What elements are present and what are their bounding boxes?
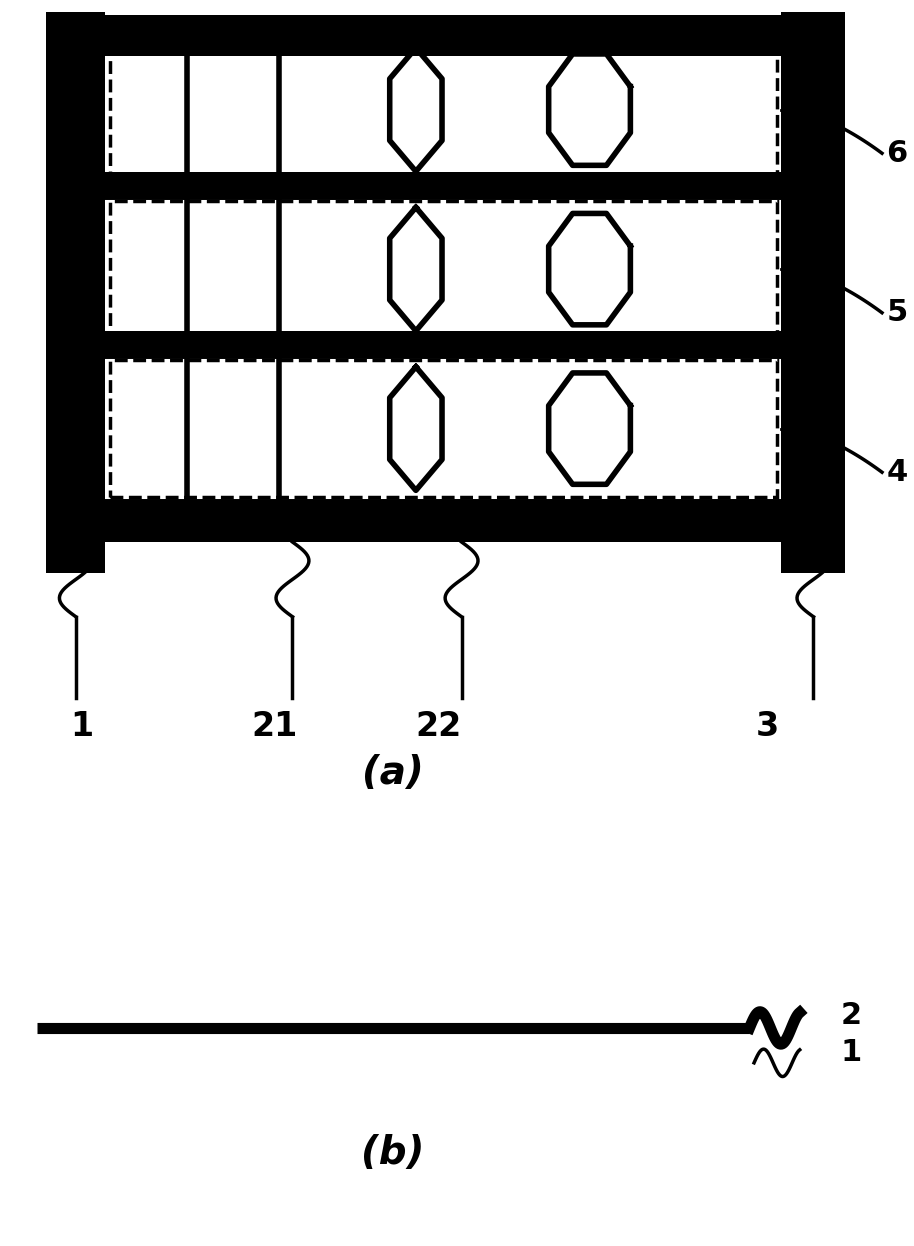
Text: 6: 6 [887,138,908,168]
Text: 5: 5 [887,298,908,328]
Bar [110,201,777,338]
Bar [110,360,777,497]
Bar [781,12,845,573]
Bar [110,41,777,178]
Text: 21: 21 [251,710,297,743]
Text: 2: 2 [841,1001,862,1030]
Bar [105,355,781,502]
Text: 22: 22 [416,710,462,743]
Text: 1: 1 [841,1038,862,1068]
Text: (b): (b) [361,1134,425,1171]
Bar [46,501,845,542]
Text: 4: 4 [887,457,908,487]
Bar [105,331,781,354]
Bar [105,172,781,194]
Bar [105,196,781,343]
Bar [105,36,781,183]
Bar [46,12,105,573]
Text: (a): (a) [362,754,424,791]
Bar [46,15,845,56]
Text: 3: 3 [756,710,780,743]
Text: 1: 1 [70,710,94,743]
